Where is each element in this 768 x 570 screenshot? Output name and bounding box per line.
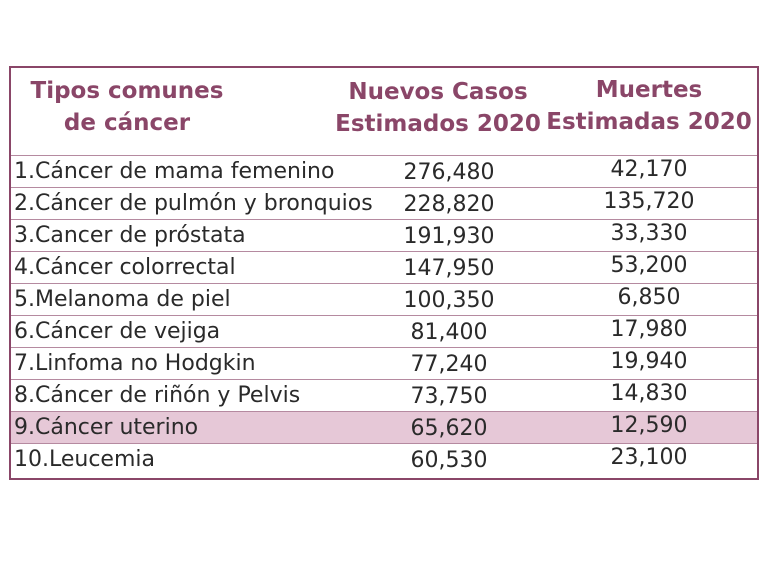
cell-cancer-type: 8.Cáncer de riñón y Pelvis: [14, 383, 301, 408]
cell-new-cases: 228,820: [403, 192, 495, 217]
cell-cancer-type: 4.Cáncer colorrectal: [14, 255, 236, 280]
cell-new-cases: 73,750: [410, 384, 488, 409]
cell-deaths: 42,170: [610, 157, 688, 182]
cell-new-cases: 81,400: [410, 320, 488, 345]
cell-deaths: 19,940: [610, 349, 688, 374]
cell-new-cases: 65,620: [410, 416, 488, 441]
cell-new-cases: 100,350: [403, 288, 495, 313]
header-deaths: Muertes Estimadas 2020: [546, 77, 752, 135]
cell-deaths: 17,980: [610, 317, 688, 342]
cell-deaths: 135,720: [603, 189, 695, 214]
cell-deaths: 33,330: [610, 221, 688, 246]
table-row: 7.Linfoma no Hodgkin 77,240 19,940: [11, 348, 757, 380]
cell-cancer-type: 7.Linfoma no Hodgkin: [14, 351, 256, 376]
cell-cancer-type: 5.Melanoma de piel: [14, 287, 231, 312]
table-header: Tipos comunes de cáncer Nuevos Casos Est…: [11, 68, 757, 156]
table-row: 8.Cáncer de riñón y Pelvis 73,750 14,830: [11, 380, 757, 412]
cell-new-cases: 147,950: [403, 256, 495, 281]
header-cancer-types: Tipos comunes de cáncer: [30, 78, 224, 136]
table-row: 4.Cáncer colorrectal 147,950 53,200: [11, 252, 757, 284]
cell-cancer-type: 6.Cáncer de vejiga: [14, 319, 221, 344]
cell-cancer-type: 3.Cancer de próstata: [14, 223, 246, 248]
cancer-statistics-table: Tipos comunes de cáncer Nuevos Casos Est…: [9, 66, 759, 480]
cell-deaths: 6,850: [617, 285, 681, 310]
cell-deaths: 14,830: [610, 381, 688, 406]
cell-new-cases: 60,530: [410, 448, 488, 473]
header-new-cases: Nuevos Casos Estimados 2020: [335, 79, 541, 137]
cell-cancer-type: 10.Leucemia: [14, 447, 155, 472]
cell-cancer-type: 9.Cáncer uterino: [14, 415, 199, 440]
table-row: 6.Cáncer de vejiga 81,400 17,980: [11, 316, 757, 348]
cell-deaths: 23,100: [610, 445, 688, 470]
cell-deaths: 53,200: [610, 253, 688, 278]
cell-new-cases: 191,930: [403, 224, 495, 249]
cell-deaths: 12,590: [610, 413, 688, 438]
table-row-highlighted: 9.Cáncer uterino 65,620 12,590: [11, 412, 757, 444]
cell-cancer-type: 1.Cáncer de mama femenino: [14, 159, 335, 184]
cell-new-cases: 276,480: [403, 160, 495, 185]
table-row: 2.Cáncer de pulmón y bronquios 228,820 1…: [11, 188, 757, 220]
table-row: 3.Cancer de próstata 191,930 33,330: [11, 220, 757, 252]
table-row: 1.Cáncer de mama femenino 276,480 42,170: [11, 156, 757, 188]
table-row: 5.Melanoma de piel 100,350 6,850: [11, 284, 757, 316]
cell-cancer-type: 2.Cáncer de pulmón y bronquios: [14, 191, 373, 216]
cell-new-cases: 77,240: [410, 352, 488, 377]
table-row: 10.Leucemia 60,530 23,100: [11, 444, 757, 476]
